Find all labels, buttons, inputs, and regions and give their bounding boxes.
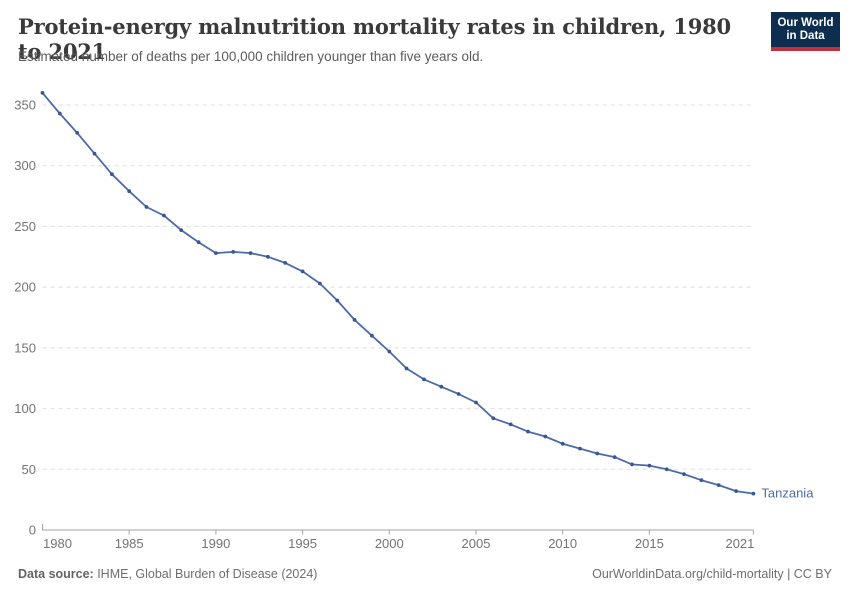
x-tick-label-2005: 2005 <box>462 536 491 551</box>
x-tick-label-2015: 2015 <box>635 536 664 551</box>
data-point-2021[interactable] <box>751 491 756 496</box>
data-point-2001[interactable] <box>404 366 409 371</box>
data-point-1984[interactable] <box>110 172 114 177</box>
data-point-1990[interactable] <box>214 251 218 256</box>
owid-logo-accent-bar <box>771 47 840 51</box>
data-point-2005[interactable] <box>474 400 478 405</box>
data-point-2007[interactable] <box>508 422 513 427</box>
data-point-2008[interactable] <box>526 429 530 434</box>
data-point-1980[interactable] <box>40 91 45 95</box>
data-point-1998[interactable] <box>352 318 357 322</box>
x-tick-label-1985: 1985 <box>115 536 144 551</box>
data-point-2010[interactable] <box>560 441 565 446</box>
owid-logo-line2: in Data <box>786 29 825 42</box>
data-point-1992[interactable] <box>248 251 253 256</box>
data-point-1981[interactable] <box>57 111 62 116</box>
data-point-2014[interactable] <box>630 462 634 467</box>
owid-logo-box: Our World in Data <box>771 12 840 47</box>
data-point-2004[interactable] <box>456 392 461 396</box>
data-point-2020[interactable] <box>734 489 738 493</box>
owid-logo-line1: Our World <box>777 16 834 29</box>
y-tick-label-350: 350 <box>14 98 36 113</box>
data-point-1994[interactable] <box>283 261 288 265</box>
data-point-2003[interactable] <box>439 384 444 389</box>
data-point-1993[interactable] <box>266 254 270 259</box>
data-point-2002[interactable] <box>422 377 426 382</box>
data-point-1987[interactable] <box>162 213 166 218</box>
x-tick-label-1980: 1980 <box>43 536 72 551</box>
data-point-2000[interactable] <box>387 349 392 354</box>
data-point-1996[interactable] <box>318 281 322 286</box>
series-line-tanzania[interactable] <box>41 92 754 495</box>
data-point-1997[interactable] <box>335 298 340 303</box>
owid-logo[interactable]: Our World in Data <box>771 12 840 51</box>
data-point-1989[interactable] <box>196 240 201 245</box>
x-tick-label-1990: 1990 <box>201 536 230 551</box>
x-axis-line <box>42 524 754 531</box>
data-point-2012[interactable] <box>595 451 600 456</box>
data-point-1986[interactable] <box>144 205 149 209</box>
data-point-1982[interactable] <box>75 131 80 135</box>
data-point-1999[interactable] <box>370 333 374 338</box>
data-point-2017[interactable] <box>682 472 686 476</box>
data-point-1995[interactable] <box>300 269 305 274</box>
data-point-2019[interactable] <box>716 483 721 487</box>
data-point-1991[interactable] <box>231 250 236 254</box>
y-tick-label-200: 200 <box>14 280 36 295</box>
chart-footer: Data source: IHME, Global Burden of Dise… <box>18 567 832 581</box>
data-point-2011[interactable] <box>578 446 582 451</box>
y-tick-label-250: 250 <box>14 219 36 234</box>
x-tick-label-2010: 2010 <box>548 536 577 551</box>
y-tick-label-50: 50 <box>22 462 36 477</box>
y-tick-label-100: 100 <box>14 401 36 416</box>
entity-label-tanzania[interactable]: Tanzania <box>761 486 814 501</box>
data-point-2006[interactable] <box>491 416 496 421</box>
data-point-2016[interactable] <box>664 467 669 472</box>
y-tick-label-0: 0 <box>29 523 36 538</box>
data-source-label: Data source: <box>18 567 94 581</box>
data-point-1983[interactable] <box>92 151 97 156</box>
x-tick-label-1995: 1995 <box>288 536 317 551</box>
data-point-2015[interactable] <box>647 463 652 468</box>
owid-url-link[interactable]: OurWorldinData.org/child-mortality | CC … <box>592 567 832 581</box>
x-tick-label-2021: 2021 <box>725 536 754 551</box>
data-source: Data source: IHME, Global Burden of Dise… <box>18 567 317 581</box>
y-tick-label-300: 300 <box>14 158 36 173</box>
data-point-2013[interactable] <box>612 455 617 459</box>
data-point-2018[interactable] <box>699 478 704 483</box>
y-tick-label-150: 150 <box>14 340 36 355</box>
data-source-text: IHME, Global Burden of Disease (2024) <box>93 567 318 581</box>
page-title: Protein-energy malnutrition mortality ra… <box>18 14 731 64</box>
chart-subtitle: Estimated number of deaths per 100,000 c… <box>18 49 484 64</box>
data-point-2009[interactable] <box>543 434 548 439</box>
x-tick-label-2000: 2000 <box>375 536 404 551</box>
data-point-1985[interactable] <box>127 189 132 194</box>
data-point-1988[interactable] <box>179 228 184 233</box>
